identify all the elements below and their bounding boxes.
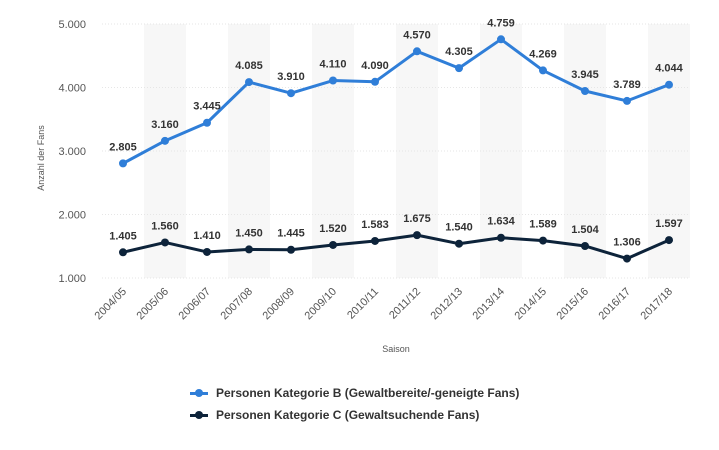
data-point[interactable] <box>203 118 211 127</box>
data-label: 1.405 <box>109 230 137 242</box>
data-label: 3.945 <box>571 69 599 81</box>
data-label: 1.675 <box>403 213 431 225</box>
y-axis-title: Anzahl der Fans <box>36 125 46 191</box>
data-point[interactable] <box>539 66 547 75</box>
y-tick-label: 4.000 <box>58 83 86 95</box>
data-label: 4.090 <box>361 60 389 72</box>
data-point[interactable] <box>329 240 337 249</box>
x-tick-label: 2006/07 <box>177 286 214 323</box>
data-label: 2.805 <box>109 141 137 153</box>
x-tick-label: 2008/09 <box>261 286 298 323</box>
series-line <box>122 233 670 261</box>
y-tick-label: 2.000 <box>58 210 86 222</box>
data-point[interactable] <box>455 239 463 248</box>
x-tick-label: 2004/05 <box>93 286 130 323</box>
data-point[interactable] <box>287 245 295 254</box>
x-tick-label: 2012/13 <box>429 286 466 323</box>
data-point[interactable] <box>413 231 421 240</box>
x-axis-title: Saison <box>382 344 410 354</box>
x-tick-label: 2007/08 <box>219 286 256 323</box>
data-label: 3.445 <box>193 101 221 113</box>
data-label: 4.269 <box>529 48 557 60</box>
data-label: 1.597 <box>655 218 683 230</box>
data-label: 4.570 <box>403 29 431 41</box>
data-point[interactable] <box>161 136 169 145</box>
legend: Personen Kategorie B (Gewaltbereite/-gen… <box>190 382 519 426</box>
data-point[interactable] <box>119 159 127 168</box>
y-tick-label: 1.000 <box>58 273 86 285</box>
data-label: 1.410 <box>193 230 221 242</box>
x-tick-label: 2005/06 <box>135 286 172 323</box>
y-axis-ticks: 1.000 2.000 3.000 4.000 5.000 <box>58 19 86 285</box>
x-tick-label: 2010/11 <box>345 286 381 322</box>
data-label: 1.560 <box>151 220 179 232</box>
data-label: 1.445 <box>277 228 305 240</box>
series-layer <box>119 35 673 263</box>
data-label: 4.110 <box>320 59 347 71</box>
data-point[interactable] <box>245 245 253 254</box>
data-label: 4.759 <box>487 17 515 29</box>
y-tick-label: 5.000 <box>58 19 86 31</box>
x-tick-label: 2017/18 <box>639 286 676 323</box>
data-label: 4.085 <box>235 60 263 72</box>
legend-item-series-c[interactable]: Personen Kategorie C (Gewaltsuchende Fan… <box>190 404 519 426</box>
data-point[interactable] <box>581 86 589 95</box>
data-label: 1.306 <box>613 237 641 249</box>
data-point[interactable] <box>497 35 505 44</box>
legend-marker-series-c <box>190 409 208 421</box>
data-labels: 2.805 3.160 3.445 4.085 3.910 4.110 4.090 4.570… <box>109 17 683 248</box>
data-label: 3.160 <box>151 119 179 131</box>
data-point[interactable] <box>119 248 127 257</box>
data-point[interactable] <box>665 80 673 89</box>
x-tick-label: 2015/16 <box>555 286 592 323</box>
data-point[interactable] <box>623 254 631 263</box>
data-point[interactable] <box>623 96 631 105</box>
x-tick-label: 2011/12 <box>387 286 423 322</box>
data-point[interactable] <box>371 236 379 245</box>
legend-label-series-b: Personen Kategorie B (Gewaltbereite/-gen… <box>216 386 520 400</box>
data-point[interactable] <box>287 89 295 98</box>
legend-item-series-b[interactable]: Personen Kategorie B (Gewaltbereite/-gen… <box>190 382 519 404</box>
gridlines <box>102 23 690 279</box>
data-label: 4.305 <box>445 46 473 58</box>
data-label: 1.589 <box>529 219 557 231</box>
data-label: 1.450 <box>235 227 263 239</box>
data-label: 1.634 <box>487 216 515 228</box>
data-label: 1.504 <box>571 224 599 236</box>
data-label: 3.789 <box>613 79 641 91</box>
data-point[interactable] <box>581 241 589 250</box>
data-label: 1.583 <box>361 219 389 231</box>
x-tick-label: 2014/15 <box>513 286 550 323</box>
legend-marker-series-b <box>190 387 208 399</box>
x-tick-label: 2016/17 <box>597 286 634 323</box>
y-tick-label: 3.000 <box>58 146 86 158</box>
data-point[interactable] <box>539 236 547 245</box>
data-point[interactable] <box>245 78 253 87</box>
legend-label-series-c: Personen Kategorie C (Gewaltsuchende Fan… <box>216 408 480 422</box>
data-label: 3.910 <box>277 71 305 83</box>
data-point[interactable] <box>665 236 673 245</box>
data-label: 1.520 <box>319 223 347 235</box>
data-point[interactable] <box>203 247 211 256</box>
data-point[interactable] <box>329 76 337 85</box>
data-point[interactable] <box>161 238 169 247</box>
x-tick-label: 2013/14 <box>471 286 508 323</box>
data-label: 1.540 <box>445 222 473 234</box>
series-line <box>122 37 670 165</box>
data-label: 4.044 <box>655 63 683 75</box>
data-point[interactable] <box>455 64 463 73</box>
data-point[interactable] <box>497 233 505 242</box>
x-axis-ticks: 2004/05 2005/06 2006/07 2007/08 2008/09 2009/… <box>93 286 676 323</box>
data-point[interactable] <box>371 77 379 86</box>
data-point[interactable] <box>413 47 421 56</box>
x-tick-label: 2009/10 <box>303 286 340 323</box>
